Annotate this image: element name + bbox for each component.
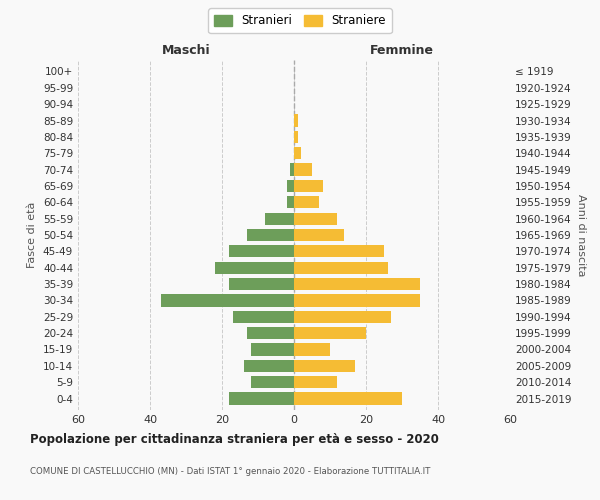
Bar [244, 360, 294, 372]
Bar [294, 147, 301, 160]
Text: Femmine: Femmine [370, 44, 434, 57]
Y-axis label: Anni di nascita: Anni di nascita [575, 194, 586, 276]
Y-axis label: Fasce di età: Fasce di età [28, 202, 37, 268]
Bar [294, 164, 312, 175]
Bar [287, 196, 294, 208]
Bar [233, 310, 294, 323]
Bar [294, 310, 391, 323]
Bar [294, 392, 402, 404]
Text: Maschi: Maschi [161, 44, 211, 57]
Bar [265, 212, 294, 225]
Bar [294, 196, 319, 208]
Bar [294, 229, 344, 241]
Bar [294, 376, 337, 388]
Legend: Stranieri, Straniere: Stranieri, Straniere [208, 8, 392, 33]
Bar [294, 327, 366, 340]
Bar [251, 376, 294, 388]
Bar [247, 229, 294, 241]
Bar [294, 360, 355, 372]
Bar [294, 294, 420, 306]
Bar [161, 294, 294, 306]
Bar [294, 262, 388, 274]
Bar [294, 278, 420, 290]
Bar [247, 327, 294, 340]
Bar [229, 245, 294, 258]
Text: COMUNE DI CASTELLUCCHIO (MN) - Dati ISTAT 1° gennaio 2020 - Elaborazione TUTTITA: COMUNE DI CASTELLUCCHIO (MN) - Dati ISTA… [30, 468, 430, 476]
Text: Popolazione per cittadinanza straniera per età e sesso - 2020: Popolazione per cittadinanza straniera p… [30, 432, 439, 446]
Bar [229, 392, 294, 404]
Bar [251, 344, 294, 355]
Bar [287, 180, 294, 192]
Bar [294, 344, 330, 355]
Bar [290, 164, 294, 175]
Bar [294, 114, 298, 126]
Bar [294, 212, 337, 225]
Bar [294, 245, 384, 258]
Bar [215, 262, 294, 274]
Bar [229, 278, 294, 290]
Bar [294, 180, 323, 192]
Bar [294, 130, 298, 143]
